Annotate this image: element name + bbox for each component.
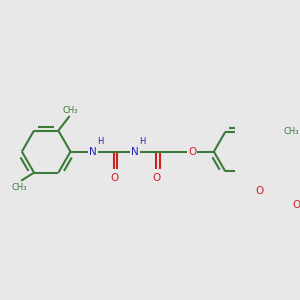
Text: CH₃: CH₃ xyxy=(284,127,299,136)
Text: H: H xyxy=(139,137,146,146)
Text: O: O xyxy=(110,172,118,182)
Text: N: N xyxy=(131,147,139,157)
Text: N: N xyxy=(89,147,97,157)
Text: O: O xyxy=(152,172,160,182)
Text: O: O xyxy=(292,200,300,210)
Text: CH₃: CH₃ xyxy=(12,183,27,192)
Text: H: H xyxy=(97,137,103,146)
Text: O: O xyxy=(188,147,196,157)
Text: O: O xyxy=(255,186,263,196)
Text: CH₃: CH₃ xyxy=(63,106,78,115)
